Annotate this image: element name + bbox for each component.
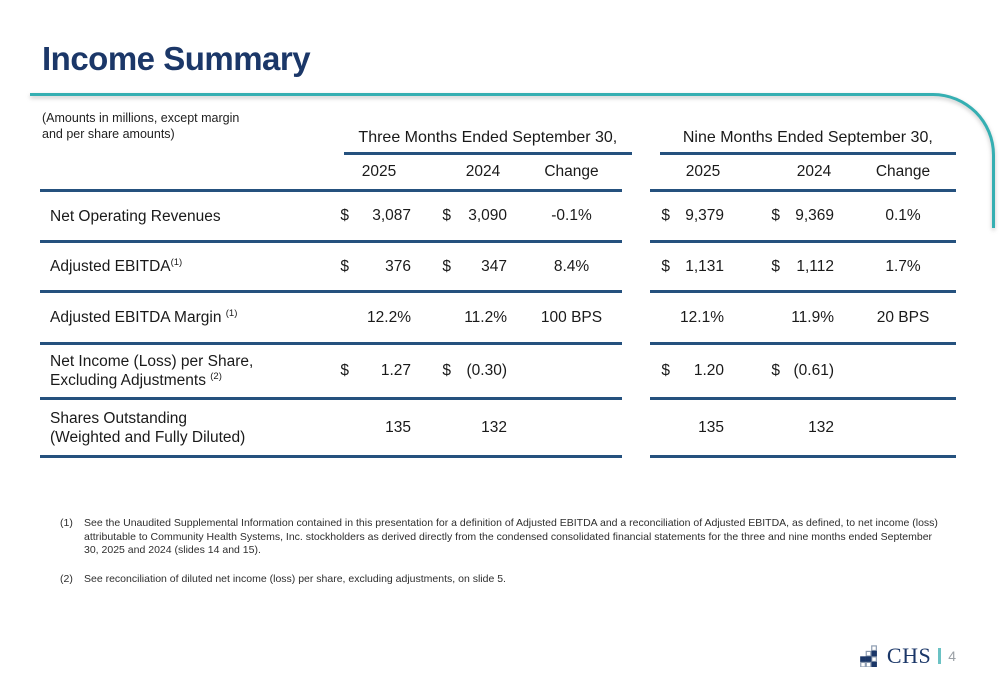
value-2025-nm: 1.20 xyxy=(693,362,724,379)
change-tm xyxy=(533,400,622,455)
currency-cell xyxy=(325,293,349,342)
change-nm: 1.7% xyxy=(885,257,921,275)
group-header-spacer xyxy=(40,129,316,155)
column-header-blank xyxy=(40,155,325,189)
footnote-text: See reconciliation of diluted net income… xyxy=(84,572,506,585)
currency-cell xyxy=(650,400,670,455)
footnote-1: (1) See the Unaudited Supplemental Infor… xyxy=(60,517,950,558)
value-2025-nm: 1,131 xyxy=(685,257,724,275)
footnote-marker: (2) xyxy=(60,572,73,585)
value-2025-nm: 12.1% xyxy=(680,308,724,326)
value-2024-nm: 1,112 xyxy=(796,257,834,275)
currency-cell: $ xyxy=(340,257,349,275)
column-header-2024-nm: 2024 xyxy=(796,163,832,180)
currency-cell xyxy=(325,400,349,455)
value-2025-tm: 12.2% xyxy=(367,308,411,326)
footnotes: (1) See the Unaudited Supplemental Infor… xyxy=(60,517,950,601)
value-2024-tm: 3,090 xyxy=(468,207,507,224)
currency-cell xyxy=(650,293,670,342)
chs-logo-text: CHS xyxy=(886,643,932,668)
currency-cell: $ xyxy=(661,207,670,224)
currency-cell xyxy=(756,293,786,342)
value-2025-tm: 1.27 xyxy=(380,362,411,379)
value-2024-nm: 132 xyxy=(808,418,834,436)
currency-cell: $ xyxy=(661,257,670,275)
units-note: (Amounts in millions, except margin and … xyxy=(42,111,240,141)
group-header-nine-months: Nine Months Ended September 30, xyxy=(659,129,956,155)
footnote-marker: (1) xyxy=(60,517,73,529)
value-2024-tm: 132 xyxy=(481,418,507,436)
change-nm xyxy=(872,345,956,397)
value-2024-nm: 9,369 xyxy=(795,207,834,224)
column-header-2024-tm: 2024 xyxy=(465,163,501,180)
currency-cell: $ xyxy=(442,207,451,224)
table-row: Adjusted EBITDA Margin (1) 12.2% 11.2% 1… xyxy=(40,293,956,345)
change-tm: 8.4% xyxy=(553,257,590,275)
currency-cell: $ xyxy=(771,207,780,224)
column-header-change-tm: Change xyxy=(544,163,599,180)
row-label: Adjusted EBITDA(1) xyxy=(50,257,183,275)
table-row: Net Income (Loss) per Share, Excluding A… xyxy=(40,345,956,400)
value-2025-tm: 3,087 xyxy=(372,207,411,224)
row-label: Shares Outstanding (Weighted and Fully D… xyxy=(50,409,246,446)
row-label: Adjusted EBITDA Margin (1) xyxy=(50,308,238,326)
currency-cell: $ xyxy=(340,207,349,224)
value-2025-nm: 135 xyxy=(698,418,724,436)
column-header-2025-nm: 2025 xyxy=(685,163,721,180)
value-2025-nm: 9,379 xyxy=(685,207,724,224)
table-row: Net Operating Revenues $ 3,087 $ 3,090 -… xyxy=(40,192,956,243)
table-row: Adjusted EBITDA(1) $ 376 $ 347 8.4% $ 1,… xyxy=(40,243,956,293)
currency-cell: $ xyxy=(340,362,349,379)
currency-cell xyxy=(756,400,786,455)
value-2024-tm: 347 xyxy=(481,257,507,275)
value-2024-tm: (0.30) xyxy=(466,362,508,379)
slide-footer: CHS 4 xyxy=(858,643,956,669)
change-tm xyxy=(533,345,622,397)
value-2024-tm: 11.2% xyxy=(464,308,507,326)
currency-cell xyxy=(433,400,461,455)
chs-logo-icon xyxy=(858,645,880,667)
change-nm: 20 BPS xyxy=(876,308,930,326)
currency-cell: $ xyxy=(771,362,780,379)
column-header-row: 2025 2024 Change 2025 2024 Change xyxy=(40,155,956,192)
change-tm: 100 BPS xyxy=(540,308,603,326)
value-2025-tm: 376 xyxy=(385,257,411,275)
page-title: Income Summary xyxy=(42,40,311,77)
column-header-change-nm: Change xyxy=(875,163,931,180)
group-header-three-months: Three Months Ended September 30, xyxy=(344,129,632,155)
column-header-2025-tm: 2025 xyxy=(361,163,397,180)
currency-cell: $ xyxy=(442,362,451,379)
currency-cell: $ xyxy=(442,257,451,275)
currency-cell: $ xyxy=(661,362,670,379)
income-summary-table: Three Months Ended September 30, Nine Mo… xyxy=(40,129,956,458)
currency-cell: $ xyxy=(771,257,780,275)
row-label: Net Operating Revenues xyxy=(50,207,221,225)
footnote-text: See the Unaudited Supplemental Informati… xyxy=(84,517,938,556)
page-number: 4 xyxy=(948,648,956,664)
change-nm xyxy=(872,400,956,455)
value-2024-nm: 11.9% xyxy=(791,308,834,326)
group-header-row: Three Months Ended September 30, Nine Mo… xyxy=(40,129,956,155)
currency-cell xyxy=(433,293,461,342)
footer-divider xyxy=(938,648,942,664)
footnote-2: (2) See reconciliation of diluted net in… xyxy=(60,573,950,587)
value-2025-tm: 135 xyxy=(385,418,411,436)
change-nm: 0.1% xyxy=(885,207,921,224)
row-label: Net Income (Loss) per Share, Excluding A… xyxy=(50,353,254,389)
change-tm: -0.1% xyxy=(551,207,592,224)
value-2024-nm: (0.61) xyxy=(793,362,835,379)
table-row: Shares Outstanding (Weighted and Fully D… xyxy=(40,400,956,458)
